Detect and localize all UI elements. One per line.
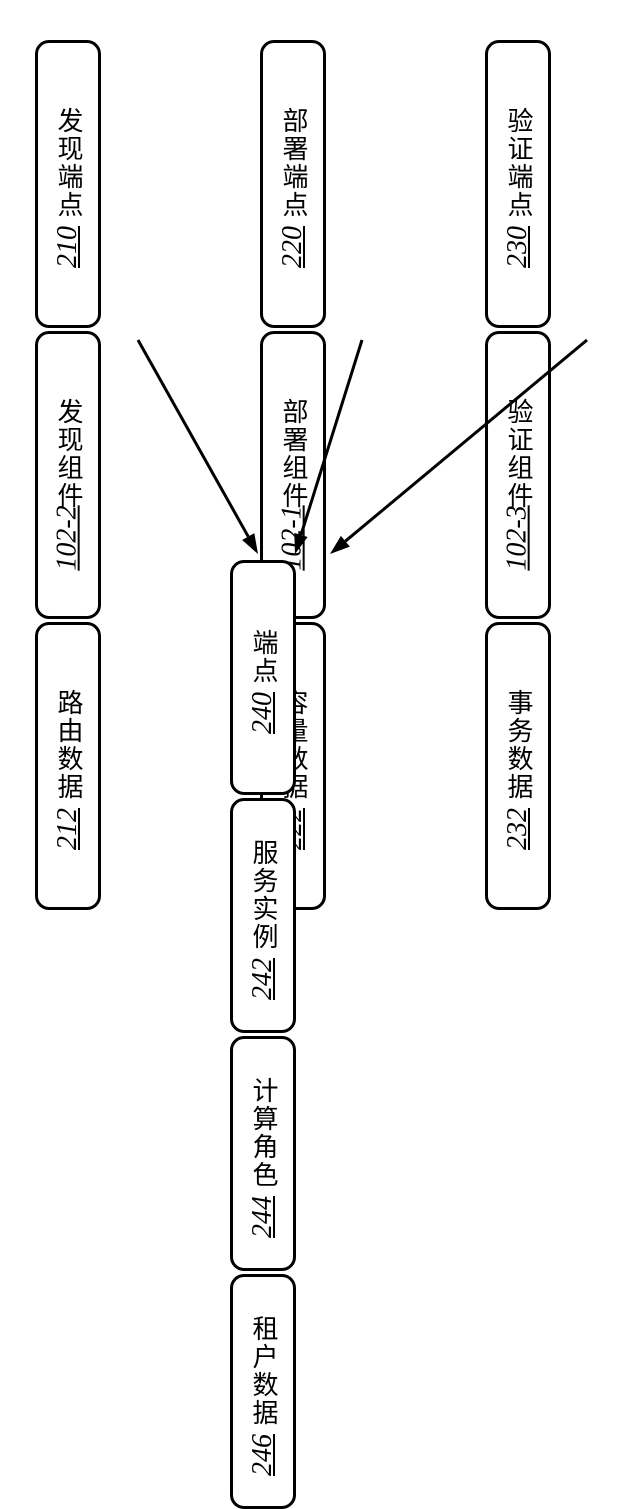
verify-endpoint: 验证端点 230 (485, 40, 551, 328)
diagram-canvas: 发现端点 210 发现组件 102-2 路由数据 212 部署端点 220 (0, 0, 618, 1000)
discover-endpoint-label: 发现端点 210 (47, 107, 89, 261)
route-data: 路由数据 212 (35, 622, 101, 910)
verify-endpoint-label: 验证端点 230 (497, 107, 539, 261)
verify-group: 验证端点 230 验证组件 102-3 事务数据 232 (485, 40, 551, 910)
tenant-data-label: 租户数据 246 (242, 1315, 284, 1469)
service-instance: 服务实例 242 (230, 798, 296, 1033)
compute-role-label: 计算角色 244 (242, 1077, 284, 1231)
endpoint-group: 端点 240 服务实例 242 计算角色 244 租户数据 246 (230, 560, 296, 1509)
verify-component: 验证组件 102-3 (485, 331, 551, 619)
endpoint: 端点 240 (230, 560, 296, 795)
discover-component-label: 发现组件 102-2 (35, 398, 100, 552)
discover-group: 发现端点 210 发现组件 102-2 路由数据 212 (35, 40, 101, 910)
endpoint-label: 端点 240 (242, 629, 284, 727)
verify-component-label: 验证组件 102-3 (485, 398, 550, 552)
transaction-data: 事务数据 232 (485, 622, 551, 910)
discover-component: 发现组件 102-2 (35, 331, 101, 619)
deploy-component-label: 部署组件 102-1 (260, 398, 325, 552)
service-instance-label: 服务实例 242 (242, 839, 284, 993)
deploy-endpoint-label: 部署端点 220 (272, 107, 314, 261)
route-data-label: 路由数据 212 (47, 689, 89, 843)
tenant-data: 租户数据 246 (230, 1274, 296, 1509)
deploy-endpoint: 部署端点 220 (260, 40, 326, 328)
discover-endpoint: 发现端点 210 (35, 40, 101, 328)
transaction-data-label: 事务数据 232 (497, 689, 539, 843)
compute-role: 计算角色 244 (230, 1036, 296, 1271)
